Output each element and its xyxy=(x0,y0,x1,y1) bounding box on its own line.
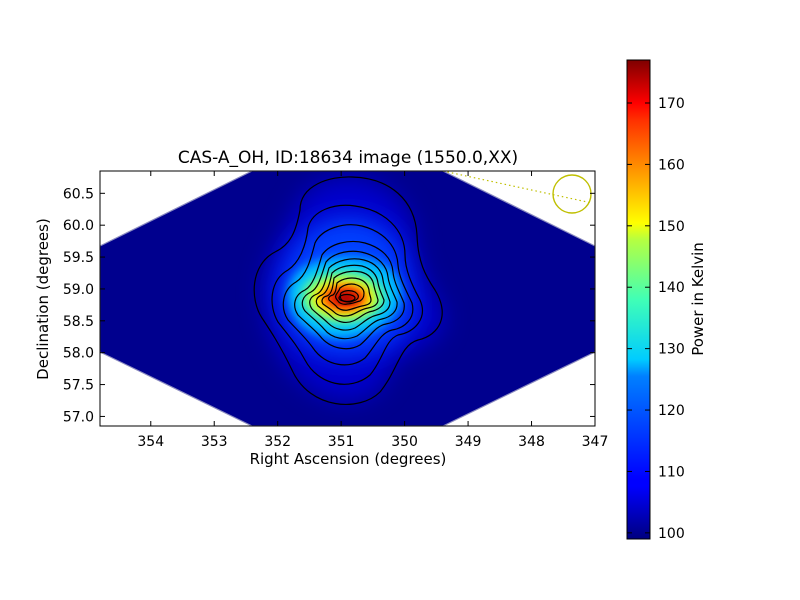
colorbar-tick-label: 140 xyxy=(658,280,685,296)
colorbar-tick-label: 150 xyxy=(658,219,685,235)
colorbar-tick-label: 100 xyxy=(658,526,685,542)
contour-line xyxy=(271,204,423,385)
x-tick-label: 349 xyxy=(455,434,482,450)
y-tick-label: 60.0 xyxy=(63,218,94,234)
contour-line xyxy=(321,270,379,317)
contour-line xyxy=(335,283,365,305)
x-tick-label: 348 xyxy=(518,434,545,450)
x-tick-label: 351 xyxy=(328,434,355,450)
y-tick-label: 57.5 xyxy=(63,378,94,394)
chart-title: CAS-A_OH, ID:18634 image (1550.0,XX) xyxy=(178,148,518,168)
contour-line xyxy=(301,250,398,340)
y-tick-label: 57.0 xyxy=(63,409,94,425)
y-tick-label: 59.0 xyxy=(63,282,94,298)
colorbar-label: Power in Kelvin xyxy=(689,242,707,356)
y-tick-label: 58.5 xyxy=(63,314,94,330)
beam-marker xyxy=(442,171,593,214)
contour-line xyxy=(309,258,391,331)
colorbar-gradient xyxy=(626,59,651,540)
y-axis: 57.0 57.5 58.0 58.5 59.0 59.5 60.0 60.5 xyxy=(63,186,595,425)
y-tick-label: 60.5 xyxy=(63,186,94,202)
colorbar-tick-label: 110 xyxy=(658,464,685,480)
x-tick-label: 354 xyxy=(137,434,164,450)
plot-frame xyxy=(99,170,596,427)
colorbar-tick-label: 120 xyxy=(658,403,685,419)
x-tick-label: 352 xyxy=(264,434,291,450)
contour-line xyxy=(338,293,356,303)
y-tick-label: 58.0 xyxy=(63,346,94,362)
x-tick-label: 350 xyxy=(391,434,418,450)
contour-lines xyxy=(253,176,443,405)
colorbar-tick-label: 160 xyxy=(658,157,685,173)
contour-line xyxy=(339,290,359,303)
x-tick-label: 347 xyxy=(582,434,609,450)
contour-line xyxy=(328,277,372,311)
colorbar-tick-label: 130 xyxy=(658,342,685,358)
y-tick-label: 59.5 xyxy=(63,250,94,266)
colorbar: 100 110 120 130 140 150 160 170 Power in Kelvin xyxy=(626,59,707,542)
contour-line xyxy=(315,264,385,323)
contour-line xyxy=(282,224,414,366)
x-axis: 354 353 352 351 350 349 348 347 xyxy=(137,171,608,450)
x-axis-label: Right Ascension (degrees) xyxy=(250,450,447,468)
plot-area xyxy=(99,170,596,427)
y-axis-label: Declination (degrees) xyxy=(34,218,52,380)
colorbar-ticks: 100 110 120 130 140 150 160 170 xyxy=(627,96,685,542)
colorbar-tick-label: 170 xyxy=(658,96,685,112)
x-tick-label: 353 xyxy=(201,434,228,450)
contour-line xyxy=(253,176,443,405)
contour-line xyxy=(294,240,405,350)
